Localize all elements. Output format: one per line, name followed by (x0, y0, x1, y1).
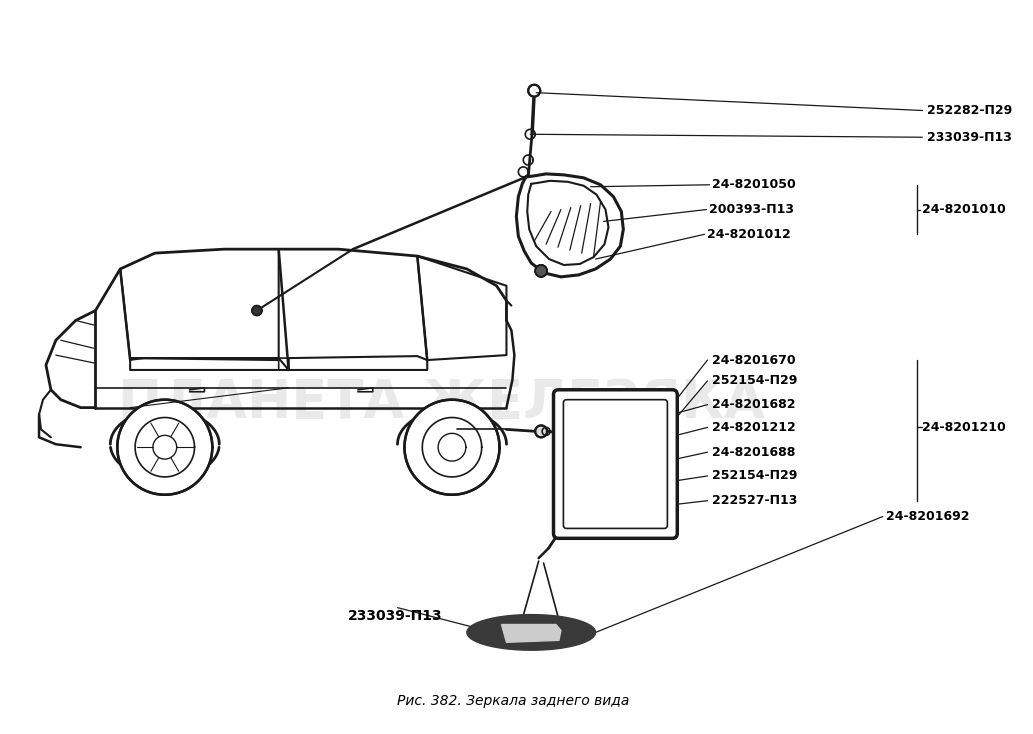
Text: 24-8201050: 24-8201050 (713, 178, 796, 192)
Polygon shape (534, 628, 544, 639)
Text: Рис. 382. Зеркала заднего вида: Рис. 382. Зеркала заднего вида (397, 694, 629, 708)
Text: 24-8201210: 24-8201210 (922, 421, 1006, 434)
Text: 233039-П13: 233039-П13 (348, 608, 443, 622)
Text: 24-8201682: 24-8201682 (713, 398, 796, 411)
Polygon shape (118, 400, 213, 495)
Text: 200393-П13: 200393-П13 (710, 203, 794, 216)
FancyBboxPatch shape (554, 390, 678, 538)
Text: 252282-П29: 252282-П29 (928, 104, 1012, 117)
Polygon shape (405, 400, 500, 495)
Text: 252154-П29: 252154-П29 (713, 470, 797, 482)
Polygon shape (501, 625, 561, 642)
Text: 24-8201670: 24-8201670 (713, 354, 796, 366)
Text: 233039-П13: 233039-П13 (928, 131, 1012, 144)
Polygon shape (467, 614, 596, 650)
Polygon shape (528, 84, 540, 97)
Polygon shape (252, 305, 261, 316)
Text: 252154-П29: 252154-П29 (713, 374, 797, 388)
Text: 24-8201012: 24-8201012 (708, 228, 791, 241)
Text: 222527-П13: 222527-П13 (713, 494, 797, 507)
Polygon shape (535, 265, 547, 277)
Text: 24-8201688: 24-8201688 (713, 446, 795, 459)
Text: 24-8201212: 24-8201212 (713, 421, 796, 434)
Polygon shape (516, 628, 526, 639)
Text: ПЛАНЕТА ЖЕЛЕЗЯКА: ПЛАНЕТА ЖЕЛЕЗЯКА (118, 377, 764, 429)
Polygon shape (546, 628, 556, 639)
Text: 24-8201692: 24-8201692 (885, 510, 969, 523)
Polygon shape (535, 426, 547, 437)
Text: 24-8201010: 24-8201010 (922, 203, 1006, 216)
